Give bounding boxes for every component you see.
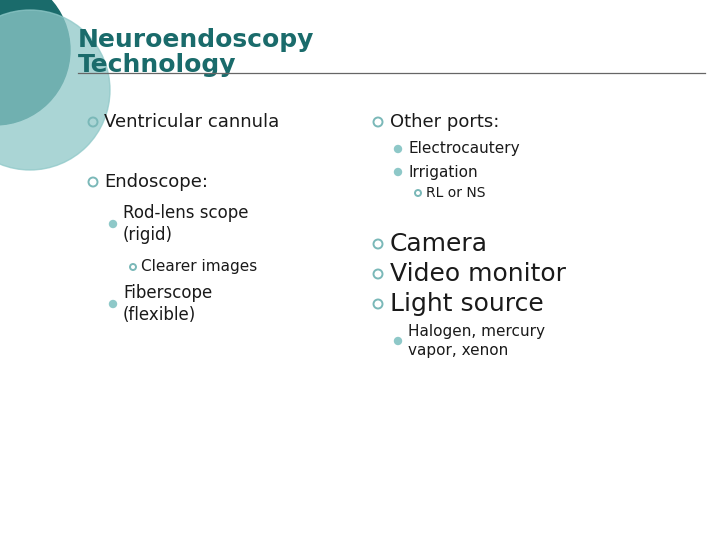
Text: Endoscope:: Endoscope: xyxy=(104,173,208,191)
Circle shape xyxy=(0,10,110,170)
Text: Electrocautery: Electrocautery xyxy=(408,141,520,157)
Text: Clearer images: Clearer images xyxy=(141,260,257,274)
Circle shape xyxy=(109,220,117,227)
Text: Rod-lens scope
(rigid): Rod-lens scope (rigid) xyxy=(123,204,248,245)
Text: RL or NS: RL or NS xyxy=(426,186,485,200)
Text: Technology: Technology xyxy=(78,53,236,77)
Text: Camera: Camera xyxy=(390,232,488,256)
Text: Halogen, mercury
vapor, xenon: Halogen, mercury vapor, xenon xyxy=(408,324,545,358)
Circle shape xyxy=(0,0,70,125)
Text: Light source: Light source xyxy=(390,292,544,316)
Circle shape xyxy=(395,168,402,176)
Text: Fiberscope
(flexible): Fiberscope (flexible) xyxy=(123,284,212,325)
Circle shape xyxy=(109,300,117,307)
Text: Ventricular cannula: Ventricular cannula xyxy=(104,113,279,131)
Circle shape xyxy=(395,338,402,345)
Text: Video monitor: Video monitor xyxy=(390,262,566,286)
Text: Other ports:: Other ports: xyxy=(390,113,500,131)
Circle shape xyxy=(395,145,402,152)
Text: Irrigation: Irrigation xyxy=(408,165,477,179)
Text: Neuroendoscopy: Neuroendoscopy xyxy=(78,28,315,52)
